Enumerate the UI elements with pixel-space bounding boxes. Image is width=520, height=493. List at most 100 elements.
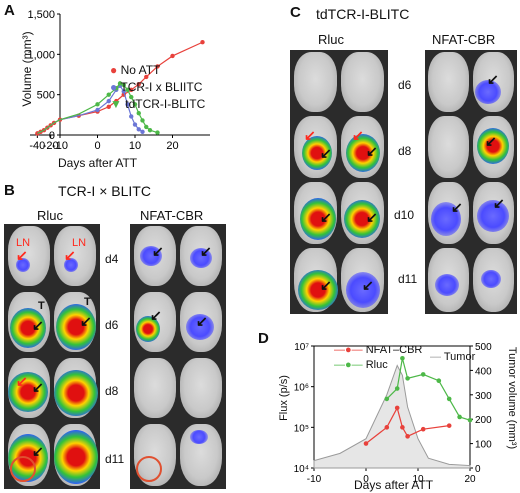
data-point: [121, 89, 126, 94]
panel-b-nfat-image: ↙ ↙ ↙ ↙: [130, 224, 226, 489]
x-tick-label: 20: [166, 140, 178, 152]
data-point: [363, 441, 369, 446]
data-point: [405, 376, 410, 381]
data-point: [384, 425, 390, 430]
arrow-icon: ↙: [320, 209, 332, 225]
arrow-icon: ↙: [16, 247, 28, 263]
data-point: [394, 386, 400, 391]
arrow-icon: ↙: [320, 145, 332, 161]
legend-item-no-att: ● No ATT: [110, 63, 161, 77]
panel-d-ylabel-right: Tumor volume (mm³): [506, 346, 518, 450]
arrow-icon: ↙: [362, 277, 374, 293]
y-tick-label: 0: [49, 130, 55, 142]
arrow-icon: ↙: [150, 307, 162, 323]
data-point: [446, 423, 452, 428]
arrow-icon: ↙: [366, 143, 378, 159]
arrow-icon: ↙: [320, 277, 332, 293]
ln-label: LN: [16, 237, 31, 249]
x-tick-label: 0: [363, 474, 369, 485]
data-point: [132, 122, 138, 127]
data-point: [106, 92, 111, 97]
panel-a-letter: A: [4, 2, 15, 19]
panel-d-letter: D: [258, 330, 269, 347]
arrow-icon: ↙: [352, 127, 364, 143]
panel-c-rluc-image: ↙ ↙ ↙ ↙ ↙ ↙ ↙ ↙: [290, 50, 388, 314]
y-tick-label: 1,500: [27, 9, 55, 21]
y2-tick-label: 200: [475, 415, 492, 426]
x-tick-label: 0: [94, 140, 100, 152]
y2-tick-label: 500: [475, 342, 492, 353]
t-label: T: [84, 296, 91, 308]
arrow-icon: ↙: [16, 373, 28, 389]
day-label: d8: [398, 144, 412, 158]
arrow-icon: ↙: [493, 195, 505, 211]
arrow-icon: ↙: [451, 199, 463, 215]
panel-b-col-rluc: Rluc: [37, 208, 64, 223]
data-point: [400, 425, 405, 430]
x-tick-label: 20: [464, 474, 476, 485]
data-point: [170, 53, 175, 59]
y-tick-label: 10⁵: [294, 423, 309, 434]
data-point: [125, 87, 130, 93]
legend-item-rluc: —●— Rluc: [334, 359, 388, 371]
data-point: [384, 396, 390, 402]
data-point: [400, 355, 405, 361]
legend-item-td: ▼ tdTCR-I-BLITC: [110, 97, 206, 111]
y-tick-label: 10⁷: [294, 342, 309, 353]
panel-c-letter: C: [290, 4, 301, 21]
arrow-icon: ↙: [32, 379, 44, 395]
data-point: [405, 434, 410, 439]
data-point: [95, 102, 100, 107]
panel-b-col-nfat: NFAT-CBR: [140, 208, 204, 223]
panel-b-rluc-image: LN LN T T ↙ ↙ ↙ ↙ ↙ ↙ ↙: [4, 224, 100, 489]
t-label: T: [38, 300, 45, 312]
data-point: [129, 94, 134, 100]
data-point: [140, 118, 145, 123]
arrow-icon: ↙: [32, 443, 44, 459]
day-label: d10: [394, 208, 415, 222]
legend-item-nfat: —●— NFAT–CBR: [334, 344, 423, 356]
arrow-icon: ↙: [485, 133, 497, 149]
day-label: d6: [105, 318, 119, 332]
arrow-icon: ↙: [152, 243, 164, 259]
data-point: [155, 64, 160, 69]
panel-a-xlabel: Days after ATT: [58, 156, 138, 170]
arrow-icon: ↙: [80, 313, 92, 329]
y-tick-label: 10⁶: [294, 383, 309, 394]
panel-a-legend: ● No ATT ● TCR-I x BLIITC ▼ tdTCR-I-BLIT…: [110, 62, 205, 113]
panel-d-legend: —●— NFAT–CBR —●— Rluc: [334, 343, 422, 373]
y-tick-label: 1,000: [27, 49, 55, 61]
data-point: [457, 414, 462, 420]
day-label: d11: [398, 272, 418, 286]
data-point: [129, 87, 134, 93]
day-label: d11: [105, 452, 125, 466]
panel-c-col-nfat: NFAT-CBR: [432, 32, 496, 47]
data-point: [136, 111, 141, 116]
arrow-icon: ↙: [366, 209, 378, 225]
legend-item-tumor: — Tumor: [430, 351, 476, 363]
data-point: [106, 98, 111, 104]
data-point: [136, 81, 141, 87]
panel-c-col-rluc: Rluc: [318, 32, 345, 47]
x-tick-label: -20: [43, 140, 59, 152]
panel-a-ylabel: Volume (mm³): [20, 31, 34, 107]
data-point: [117, 81, 123, 86]
arrow-icon: ↙: [304, 127, 316, 143]
y2-tick-label: 400: [475, 366, 492, 377]
data-point: [132, 102, 138, 107]
data-point: [420, 372, 426, 377]
x-tick-label: -10: [307, 474, 322, 485]
data-point: [95, 107, 100, 113]
ln-label: LN: [72, 237, 87, 249]
data-point: [394, 405, 400, 411]
arrow-icon: ↙: [487, 71, 499, 87]
panel-d-xlabel: Days after ATT: [354, 478, 434, 492]
data-point: [129, 114, 134, 119]
data-point: [114, 98, 119, 104]
data-point: [140, 129, 145, 134]
y2-tick-label: 100: [475, 440, 492, 451]
x-tick-label: -10: [52, 140, 68, 152]
data-point: [144, 74, 149, 80]
day-label: d4: [105, 252, 119, 266]
